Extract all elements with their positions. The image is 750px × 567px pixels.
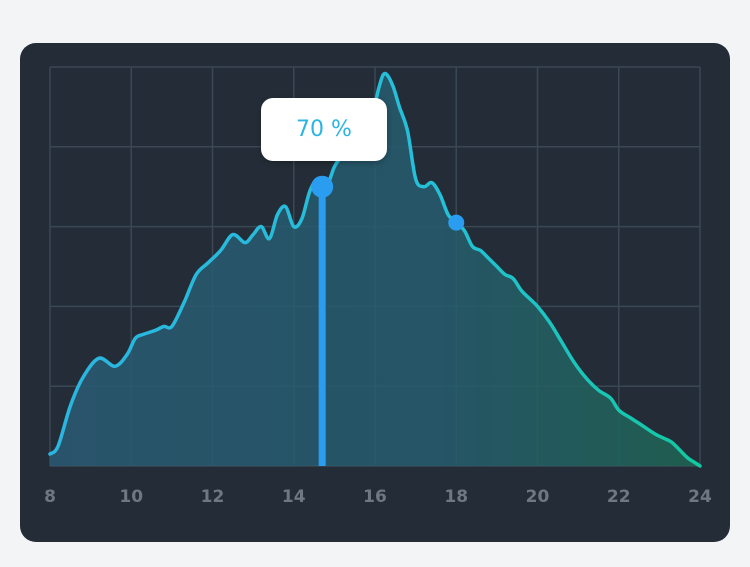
x-tick-label: 14 (282, 487, 306, 507)
highlight-point[interactable] (311, 175, 334, 198)
x-tick-label: 24 (688, 487, 712, 507)
x-axis-ticks: 8 10 12 14 16 18 20 22 24 (44, 487, 712, 507)
secondary-point[interactable] (448, 214, 465, 231)
x-tick-label: 20 (526, 487, 550, 507)
value-tooltip: 70 % (261, 98, 387, 161)
tooltip-label: 70 % (296, 117, 352, 142)
series-line (48, 71, 702, 468)
x-tick-label: 22 (607, 487, 631, 507)
x-tick-label: 10 (119, 487, 143, 507)
x-tick-label: 16 (363, 487, 387, 507)
x-tick-label: 12 (201, 487, 225, 507)
x-tick-label: 8 (44, 487, 56, 507)
x-tick-label: 18 (444, 487, 468, 507)
area-fill (50, 73, 700, 466)
